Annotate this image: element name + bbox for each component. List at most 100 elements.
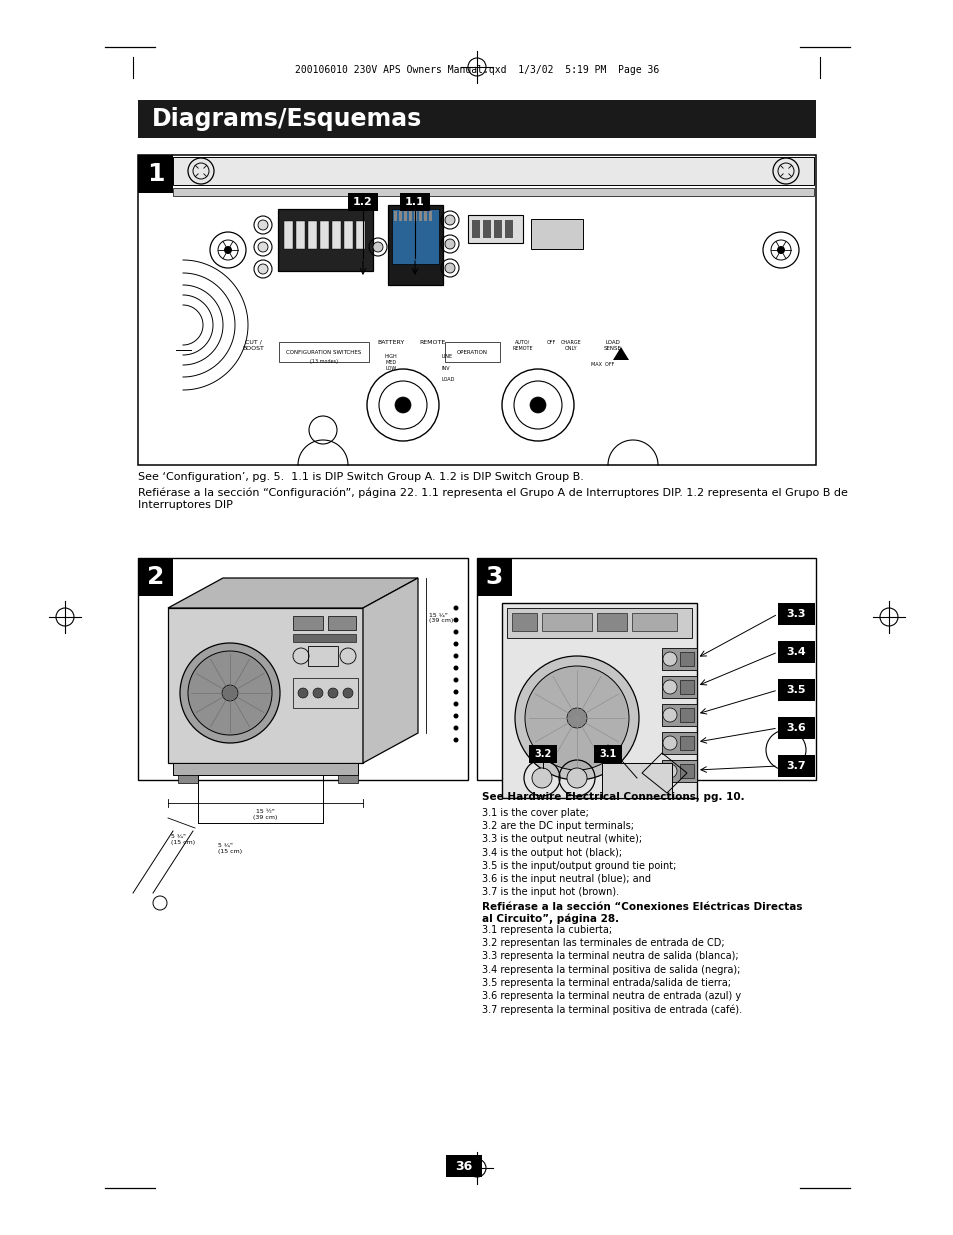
Bar — [529, 745, 557, 763]
Circle shape — [297, 688, 308, 698]
Text: 3.3: 3.3 — [786, 609, 805, 619]
Circle shape — [444, 263, 455, 273]
Polygon shape — [363, 578, 417, 763]
Bar — [446, 1155, 481, 1177]
Circle shape — [444, 240, 455, 249]
Text: 5 ¾"
(15 cm): 5 ¾" (15 cm) — [171, 834, 195, 845]
Circle shape — [662, 680, 677, 694]
Text: Refiérase a la sección “Configuración”, página 22. 1.1 representa el Grupo A de : Refiérase a la sección “Configuración”, … — [138, 488, 847, 510]
Text: 2: 2 — [147, 564, 164, 589]
Bar — [138, 156, 815, 466]
Bar — [679, 764, 693, 778]
Text: AUTO/
REMOTE: AUTO/ REMOTE — [512, 340, 533, 351]
Text: 3.1 is the cover plate;
3.2 are the DC input terminals;
3.3 is the output neutra: 3.1 is the cover plate; 3.2 are the DC i… — [481, 808, 676, 897]
Bar — [661, 704, 697, 726]
Text: Refiérase a la sección “Conexiones Eléctricas Directas
al Circuito”, página 28.: Refiérase a la sección “Conexiones Eléct… — [481, 902, 801, 924]
Circle shape — [453, 689, 458, 694]
Bar — [293, 678, 357, 708]
Bar — [308, 646, 337, 666]
Circle shape — [453, 653, 458, 658]
Bar — [472, 220, 479, 238]
Text: 1.2: 1.2 — [353, 198, 373, 207]
Bar — [594, 745, 621, 763]
Text: 200106010 230V APS Owners Manual.qxd  1/3/02  5:19 PM  Page 36: 200106010 230V APS Owners Manual.qxd 1/3… — [294, 65, 659, 75]
Bar — [778, 641, 814, 663]
Bar — [138, 558, 468, 781]
Bar — [168, 608, 363, 763]
Polygon shape — [613, 347, 628, 359]
Circle shape — [328, 688, 337, 698]
Bar — [778, 718, 814, 739]
Circle shape — [453, 641, 458, 646]
Text: 3: 3 — [485, 564, 502, 589]
Text: LINE

INV

LOAD: LINE INV LOAD — [441, 354, 455, 382]
Text: 5 ¾"
(15 cm): 5 ¾" (15 cm) — [218, 844, 242, 853]
Circle shape — [524, 666, 628, 769]
Bar — [308, 221, 316, 249]
Bar — [468, 215, 522, 243]
Bar — [138, 156, 172, 193]
Circle shape — [373, 242, 382, 252]
Circle shape — [453, 605, 458, 610]
Bar — [403, 211, 407, 221]
Bar — [631, 613, 677, 631]
Circle shape — [257, 264, 268, 274]
Bar — [778, 603, 814, 625]
Text: OPERATION: OPERATION — [456, 350, 487, 354]
Text: 3.2: 3.2 — [534, 748, 551, 760]
Bar — [418, 211, 421, 221]
Bar — [398, 211, 401, 221]
Bar — [476, 558, 815, 781]
Bar — [506, 608, 691, 638]
Text: 3.6: 3.6 — [786, 722, 805, 734]
Text: HIGH
MED
LOW: HIGH MED LOW — [384, 354, 397, 370]
Bar — [444, 342, 499, 362]
Bar — [679, 652, 693, 666]
Circle shape — [662, 764, 677, 778]
Bar — [394, 211, 396, 221]
Bar — [172, 188, 813, 196]
Bar — [679, 736, 693, 750]
Circle shape — [444, 215, 455, 225]
Circle shape — [453, 714, 458, 719]
Circle shape — [222, 685, 237, 701]
Text: 3.7: 3.7 — [786, 761, 805, 771]
Text: 3.1 representa la cubierta;
3.2 representan las terminales de entrada de CD;
3.3: 3.1 representa la cubierta; 3.2 represen… — [481, 925, 741, 1015]
Circle shape — [662, 708, 677, 722]
Text: 15 ¼"
(39 cm): 15 ¼" (39 cm) — [429, 613, 453, 624]
Circle shape — [395, 396, 411, 412]
Bar — [293, 634, 355, 642]
Bar — [531, 219, 582, 249]
Circle shape — [180, 643, 280, 743]
Text: OFF: OFF — [546, 340, 555, 345]
Bar — [348, 193, 377, 211]
Bar — [601, 763, 671, 798]
Bar — [679, 680, 693, 694]
Bar — [328, 616, 355, 630]
Bar — [661, 760, 697, 782]
Bar — [778, 755, 814, 777]
Text: 15 ½"
(39 cm): 15 ½" (39 cm) — [253, 809, 277, 820]
Text: LOAD
SENSE: LOAD SENSE — [603, 340, 621, 351]
Circle shape — [257, 220, 268, 230]
Polygon shape — [168, 578, 417, 608]
Bar — [293, 616, 323, 630]
Bar — [392, 209, 438, 264]
Circle shape — [313, 688, 323, 698]
Text: CONFIGURATION SWITCHES: CONFIGURATION SWITCHES — [286, 350, 361, 354]
Bar — [423, 211, 427, 221]
Bar — [476, 558, 512, 597]
Circle shape — [453, 666, 458, 671]
Bar — [138, 558, 172, 597]
Bar — [679, 708, 693, 722]
Text: 3.4: 3.4 — [786, 647, 805, 657]
Bar — [597, 613, 626, 631]
Text: 1.1: 1.1 — [405, 198, 424, 207]
Bar — [172, 157, 813, 185]
Text: 3.1: 3.1 — [598, 748, 616, 760]
Text: 36: 36 — [455, 1160, 472, 1172]
Bar — [295, 221, 305, 249]
Bar — [661, 676, 697, 698]
Circle shape — [188, 651, 272, 735]
Bar — [409, 211, 412, 221]
